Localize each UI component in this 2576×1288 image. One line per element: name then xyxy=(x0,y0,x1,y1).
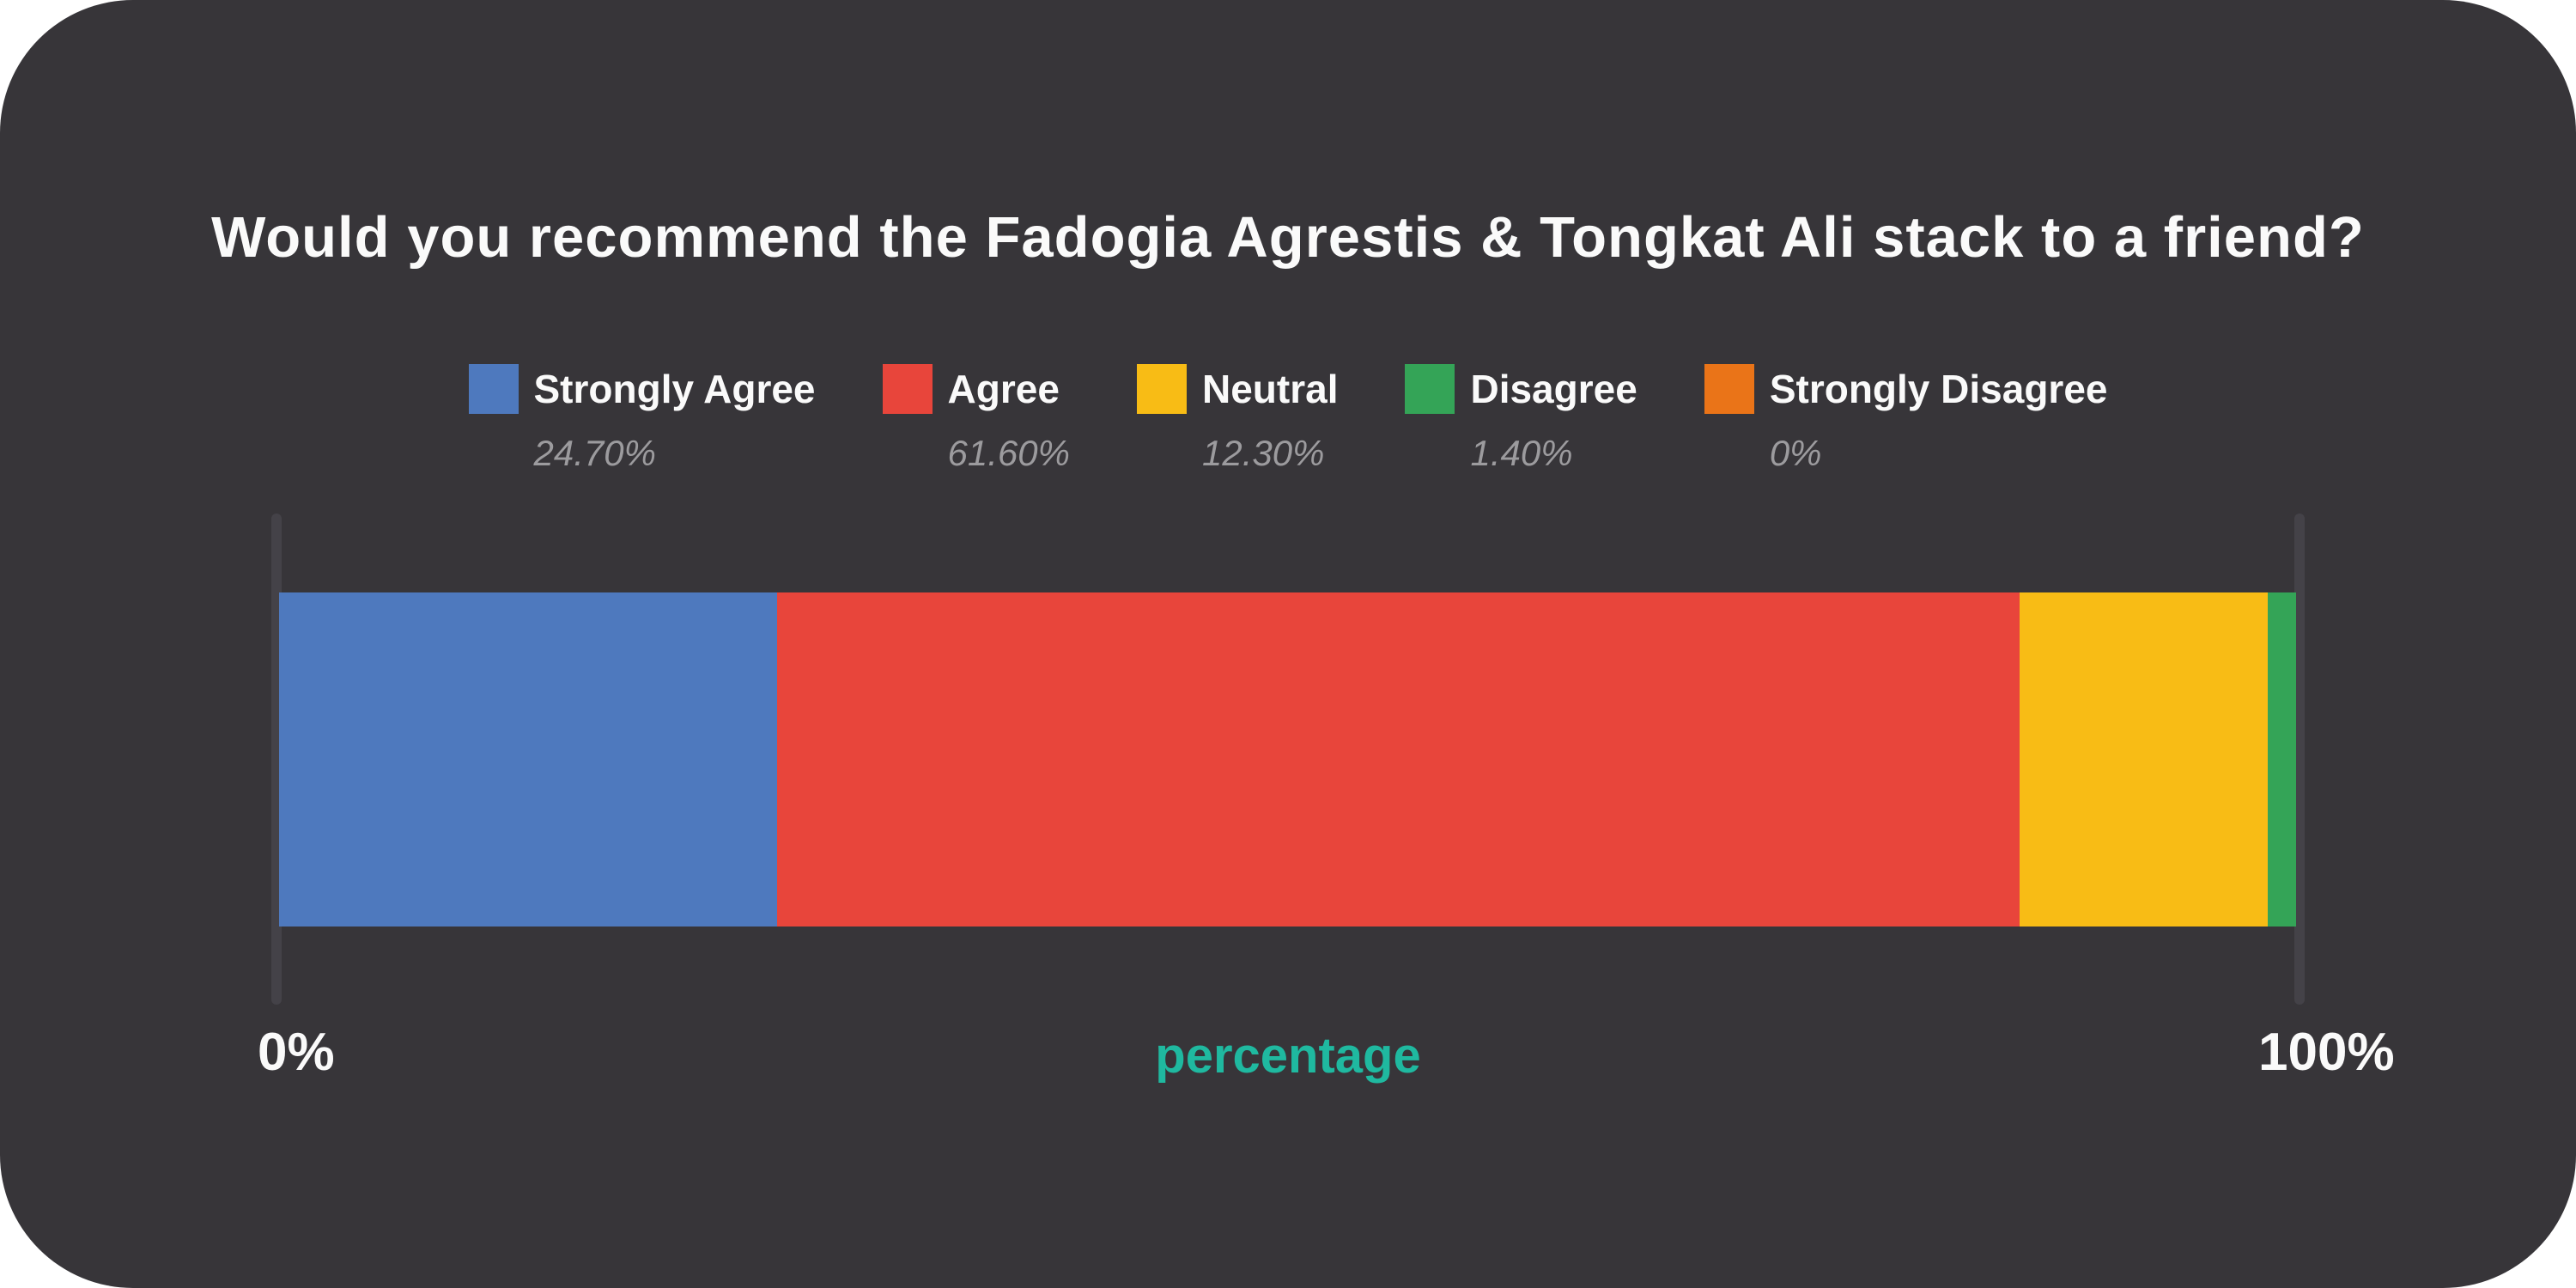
legend-swatch-strongly-agree-icon xyxy=(468,364,519,414)
legend-value: 24.70% xyxy=(533,433,656,473)
legend-label: Strongly Disagree xyxy=(1769,367,2108,411)
legend-label: Disagree xyxy=(1470,367,1637,411)
bar-segment-neutral[interactable] xyxy=(2020,592,2269,927)
legend-value: 1.40% xyxy=(1470,433,1573,473)
chart-title: Would you recommend the Fadogia Agrestis… xyxy=(211,205,2365,270)
bar-segment-strongly-agree[interactable] xyxy=(279,592,778,927)
x-axis-max-label: 100% xyxy=(2258,1023,2395,1082)
legend-item-neutral[interactable]: Neutral 12.30% xyxy=(1136,364,1339,474)
legend-item-disagree[interactable]: Disagree 1.40% xyxy=(1405,364,1637,474)
legend-value: 0% xyxy=(1769,433,1822,473)
legend-swatch-strongly-disagree-icon xyxy=(1704,364,1754,414)
legend-label: Agree xyxy=(947,367,1060,411)
legend-label: Strongly Agree xyxy=(533,367,816,411)
legend-value: 12.30% xyxy=(1201,433,1325,473)
bar-segment-agree[interactable] xyxy=(777,592,2020,927)
stacked-bar xyxy=(279,592,2296,927)
legend-value: 61.60% xyxy=(947,433,1070,473)
x-axis-min-label: 0% xyxy=(258,1023,335,1082)
legend-item-strongly-disagree[interactable]: Strongly Disagree 0% xyxy=(1704,364,2108,474)
legend-item-agree[interactable]: Agree 61.60% xyxy=(882,364,1070,474)
x-axis-tick-100 xyxy=(2294,513,2305,1005)
legend-swatch-neutral-icon xyxy=(1136,364,1187,414)
x-axis-title: percentage xyxy=(1155,1028,1421,1084)
legend-swatch-disagree-icon xyxy=(1405,364,1455,414)
legend-swatch-agree-icon xyxy=(882,364,933,414)
legend: Strongly Agree 24.70% Agree 61.60% Neutr… xyxy=(0,364,2576,474)
bar-segment-disagree[interactable] xyxy=(2268,592,2296,927)
legend-item-strongly-agree[interactable]: Strongly Agree 24.70% xyxy=(468,364,816,474)
legend-label: Neutral xyxy=(1201,367,1339,411)
